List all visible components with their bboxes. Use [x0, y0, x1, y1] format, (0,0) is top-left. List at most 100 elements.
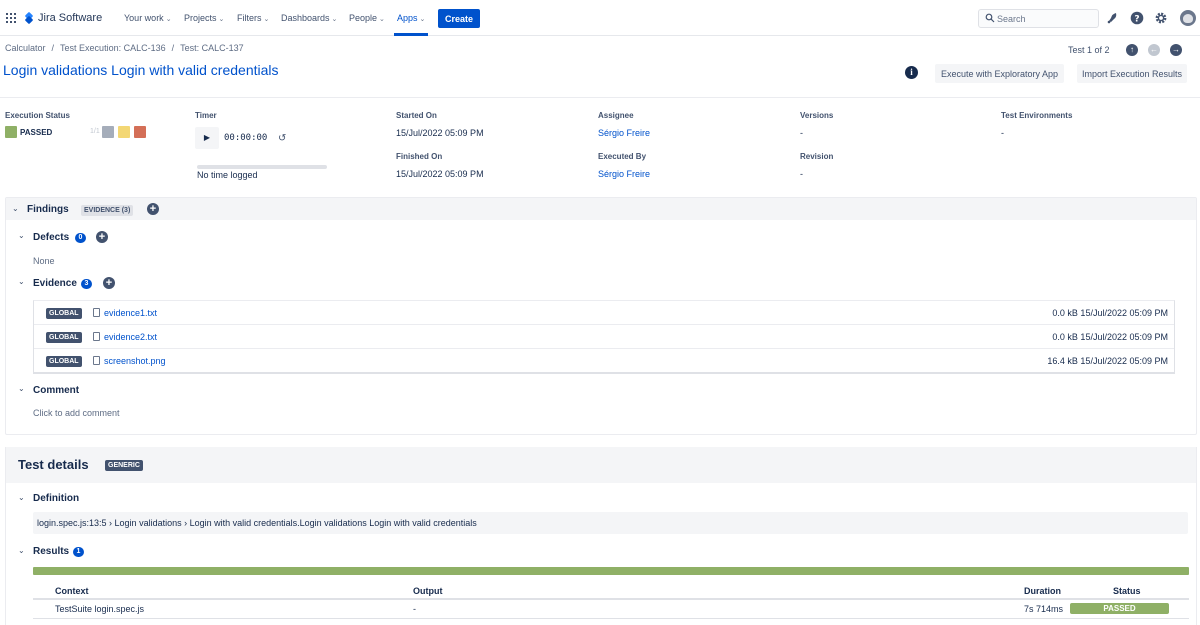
- breadcrumb-project[interactable]: Calculator: [5, 43, 46, 53]
- reset-timer-icon[interactable]: ↺: [278, 133, 287, 144]
- evidence-file-meta: 0.0 kB 15/Jul/2022 05:09 PM: [1052, 332, 1168, 342]
- evidence-file-meta: 16.4 kB 15/Jul/2022 05:09 PM: [1047, 356, 1168, 366]
- arrow-up-icon[interactable]: ↑: [1126, 44, 1138, 56]
- import-results-button[interactable]: Import Execution Results: [1077, 64, 1187, 83]
- column-header-status[interactable]: Status: [1113, 586, 1141, 596]
- list-item[interactable]: GLOBAL evidence1.txt 0.0 kB 15/Jul/2022 …: [34, 301, 1174, 325]
- assignee-label: Assignee: [598, 111, 634, 120]
- nav-dashboards[interactable]: Dashboards ⌄: [281, 13, 337, 23]
- definition-box: login.spec.js:13:5 › Login validations ›…: [33, 512, 1188, 534]
- result-context: TestSuite login.spec.js: [55, 604, 145, 614]
- chevron-down-icon[interactable]: ⌄: [12, 204, 19, 213]
- revision-value: -: [800, 169, 803, 179]
- nav-label: Your work: [124, 13, 164, 23]
- column-header-context[interactable]: Context: [55, 586, 89, 596]
- search-box[interactable]: [978, 9, 1099, 28]
- status-fraction: 1/1: [90, 128, 100, 135]
- execution-status-value[interactable]: PASSED: [20, 128, 53, 137]
- versions-value: -: [800, 128, 803, 138]
- nav-apps[interactable]: Apps ⌄: [397, 13, 425, 23]
- user-avatar[interactable]: [1180, 10, 1196, 26]
- test-environments-label: Test Environments: [1001, 111, 1073, 120]
- nav-label: Apps: [397, 13, 418, 23]
- scope-badge: GLOBAL: [46, 332, 82, 343]
- started-on-value: 15/Jul/2022 05:09 PM: [396, 128, 484, 138]
- evidence-list: GLOBAL evidence1.txt 0.0 kB 15/Jul/2022 …: [33, 300, 1175, 374]
- nav-projects[interactable]: Projects ⌄: [184, 13, 224, 23]
- result-status-badge: PASSED: [1070, 603, 1169, 614]
- chevron-down-icon[interactable]: ⌄: [18, 384, 25, 393]
- play-icon[interactable]: ▶: [195, 127, 219, 149]
- list-item[interactable]: GLOBAL evidence2.txt 0.0 kB 15/Jul/2022 …: [34, 325, 1174, 349]
- divider: [0, 97, 1200, 98]
- findings-header[interactable]: ⌄ Findings EVIDENCE (3) +: [6, 198, 1196, 220]
- results-count-badge: 1: [73, 547, 84, 557]
- chevron-down-icon[interactable]: ⌄: [18, 546, 25, 555]
- search-icon: [985, 13, 995, 23]
- add-defect-icon[interactable]: +: [96, 231, 108, 243]
- chevron-down-icon: ⌄: [379, 16, 385, 23]
- chevron-down-icon: ⌄: [263, 16, 270, 23]
- jira-logo-icon: [24, 13, 35, 24]
- nav-filters[interactable]: Filters ⌄: [237, 13, 269, 23]
- definition-title: Definition: [33, 493, 80, 504]
- evidence-file-link[interactable]: screenshot.png: [104, 356, 166, 366]
- scope-badge: GLOBAL: [46, 356, 82, 367]
- timer-label: Timer: [195, 111, 217, 120]
- info-icon[interactable]: i: [905, 66, 918, 79]
- test-details-header: Test details GENERIC: [6, 447, 1196, 483]
- arrow-right-icon[interactable]: →: [1170, 44, 1182, 56]
- page-title: Login validations Login with valid crede…: [3, 62, 279, 78]
- settings-icon[interactable]: [1154, 11, 1168, 25]
- svg-text:?: ?: [1134, 14, 1139, 24]
- test-pager-label: Test 1 of 2: [1068, 45, 1110, 55]
- assignee-value[interactable]: Sérgio Freire: [598, 128, 651, 138]
- timer-progress-bar: [197, 165, 327, 169]
- column-header-duration[interactable]: Duration: [1024, 586, 1061, 596]
- breadcrumb-test[interactable]: Test: CALC-137: [180, 43, 244, 53]
- table-row-divider: [33, 618, 1189, 619]
- defects-title: Defects: [33, 232, 70, 243]
- app-name: Jira Software: [38, 12, 103, 24]
- add-icon[interactable]: +: [147, 203, 159, 215]
- create-button[interactable]: Create: [438, 9, 480, 28]
- versions-label: Versions: [800, 111, 834, 120]
- file-icon: [93, 356, 100, 365]
- list-item[interactable]: GLOBAL screenshot.png 16.4 kB 15/Jul/202…: [34, 349, 1174, 373]
- test-type-badge: GENERIC: [105, 460, 143, 471]
- arrow-left-icon[interactable]: ←: [1148, 44, 1160, 56]
- search-input[interactable]: [997, 12, 1093, 25]
- nav-your-work[interactable]: Your work ⌄: [124, 13, 172, 23]
- started-on-label: Started On: [396, 111, 437, 120]
- defects-count-badge: 0: [75, 233, 86, 243]
- evidence-file-link[interactable]: evidence2.txt: [104, 332, 158, 342]
- column-header-output[interactable]: Output: [413, 586, 443, 596]
- chevron-down-icon: ⌄: [165, 16, 172, 23]
- comment-placeholder[interactable]: Click to add comment: [33, 408, 120, 418]
- defects-empty-text: None: [33, 256, 55, 266]
- jira-logo[interactable]: Jira Software: [24, 11, 102, 25]
- chevron-down-icon[interactable]: ⌄: [18, 231, 25, 240]
- execute-exploratory-button[interactable]: Execute with Exploratory App: [935, 64, 1064, 83]
- file-icon: [93, 332, 100, 341]
- evidence-count-badge: EVIDENCE (3): [81, 205, 134, 216]
- evidence-file-link[interactable]: evidence1.txt: [104, 308, 158, 318]
- result-output: -: [413, 604, 416, 614]
- nav-people[interactable]: People ⌄: [349, 13, 385, 23]
- evidence-title: Evidence: [33, 278, 77, 289]
- add-evidence-icon[interactable]: +: [103, 277, 115, 289]
- breadcrumb-test-execution[interactable]: Test Execution: CALC-136: [60, 43, 166, 53]
- executed-by-value[interactable]: Sérgio Freire: [598, 169, 651, 179]
- findings-panel: ⌄ Findings EVIDENCE (3) + ⌄ Defects 0 + …: [5, 197, 1197, 435]
- evidence-file-meta: 0.0 kB 15/Jul/2022 05:09 PM: [1052, 308, 1168, 318]
- help-icon[interactable]: ?: [1130, 11, 1144, 25]
- active-nav-indicator: [394, 33, 428, 36]
- revision-label: Revision: [800, 152, 834, 161]
- results-status-bar: [33, 567, 1189, 575]
- executed-by-label: Executed By: [598, 152, 647, 161]
- chevron-down-icon[interactable]: ⌄: [18, 277, 25, 286]
- chevron-down-icon[interactable]: ⌄: [18, 493, 25, 502]
- chevron-down-icon: ⌄: [331, 16, 338, 23]
- notifications-icon[interactable]: [1106, 11, 1120, 25]
- app-switcher-icon[interactable]: [6, 13, 16, 23]
